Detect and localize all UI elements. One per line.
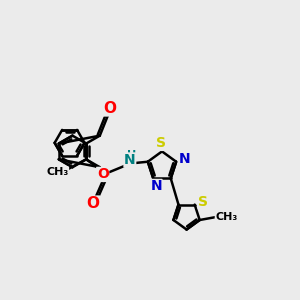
Text: O: O — [97, 167, 109, 182]
Text: O: O — [103, 101, 116, 116]
Text: H: H — [127, 150, 136, 160]
Text: N: N — [124, 153, 136, 167]
Text: CH₃: CH₃ — [46, 167, 69, 177]
Text: O: O — [87, 196, 100, 211]
Text: N: N — [150, 179, 162, 194]
Text: S: S — [198, 195, 208, 209]
Text: N: N — [178, 152, 190, 166]
Text: S: S — [156, 136, 166, 150]
Text: CH₃: CH₃ — [215, 212, 238, 222]
